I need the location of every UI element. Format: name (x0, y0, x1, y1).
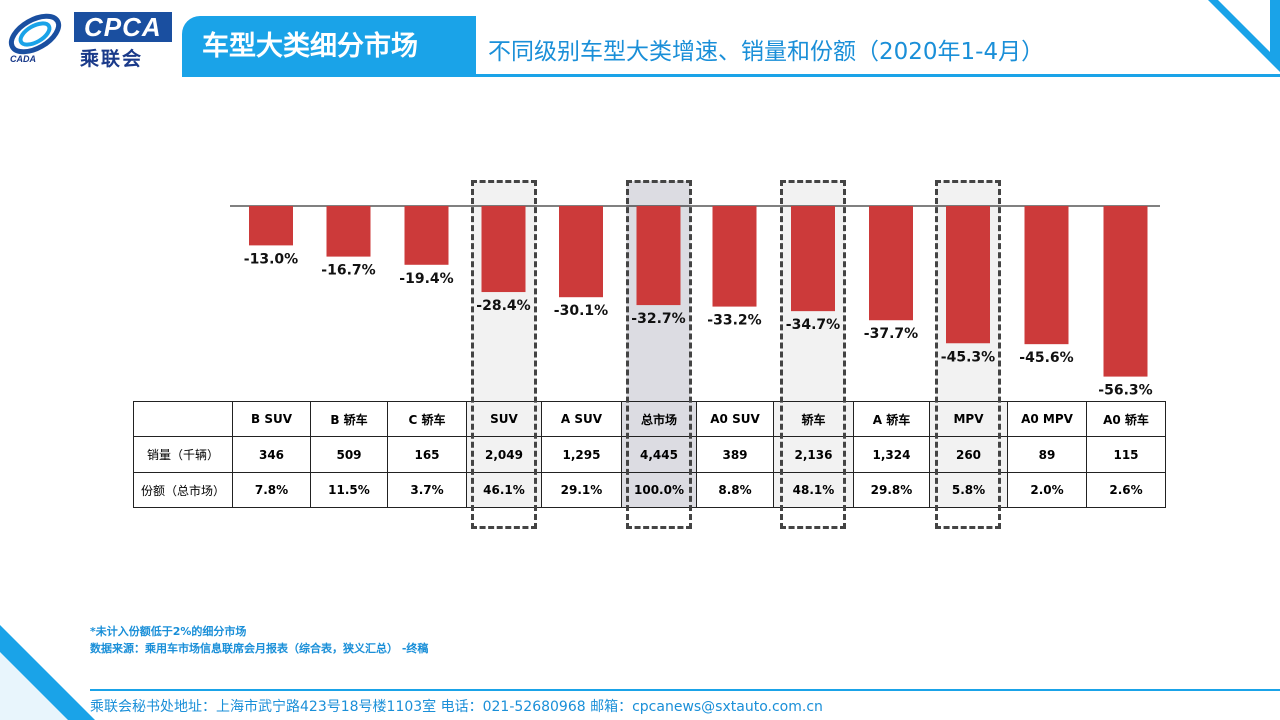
page-subtitle: 不同级别车型大类增速、销量和份额（2020年1-4月） (488, 39, 1045, 65)
header-divider (182, 74, 1280, 77)
table-header-cell: A 轿车 (853, 401, 930, 437)
table-header-cell: MPV (929, 401, 1008, 437)
bar-9 (946, 206, 990, 344)
table-cell: 4,445 (621, 436, 697, 473)
corner-decoration-top-right-inner (1218, 0, 1270, 52)
bar-0 (249, 206, 293, 246)
table-cell: 389 (696, 436, 774, 473)
table-cell: 5.8% (929, 472, 1008, 508)
data-label-2: -19.4% (399, 271, 453, 287)
data-label-1: -16.7% (321, 263, 375, 279)
table-row-label: 份额（总市场） (133, 472, 233, 508)
table-header-cell: A0 MPV (1007, 401, 1087, 437)
footnote-exclusion: *未计入份额低于2%的细分市场 (90, 625, 247, 638)
bar-11 (1103, 206, 1148, 377)
bar-7 (791, 206, 835, 312)
data-label-11: -56.3% (1098, 383, 1152, 399)
table-header-cell: 总市场 (621, 401, 697, 437)
bar-3 (481, 206, 526, 293)
table-cell: 2.6% (1086, 472, 1166, 508)
footer-contact: 乘联会秘书处地址：上海市武宁路423号18号楼1103室 电话：021-5268… (90, 699, 823, 715)
table-header-cell: C 轿车 (387, 401, 467, 437)
bar-4 (559, 206, 603, 298)
table-cell: 8.8% (696, 472, 774, 508)
table-cell: 29.8% (853, 472, 930, 508)
bar-1 (326, 206, 371, 257)
table-cell: 115 (1086, 436, 1166, 473)
bar-10 (1024, 206, 1069, 345)
table-header-cell: 轿车 (773, 401, 854, 437)
bar-8 (869, 206, 913, 321)
bar-5 (636, 206, 681, 306)
table-cell: 165 (387, 436, 467, 473)
table-cell: 260 (929, 436, 1008, 473)
table-cell: 46.1% (466, 472, 542, 508)
table-header-cell: B SUV (232, 401, 311, 437)
table-header-cell: A0 SUV (696, 401, 774, 437)
table-header-cell: A SUV (541, 401, 622, 437)
footer-divider (90, 689, 1280, 691)
table-cell: 3.7% (387, 472, 467, 508)
table-cell: 11.5% (310, 472, 388, 508)
table-header-cell: B 轿车 (310, 401, 388, 437)
footnote-source: 数据来源：乘用车市场信息联席会月报表（综合表，狭义汇总） -终稿 (90, 642, 429, 655)
table-row-label: 销量（千辆） (133, 436, 233, 473)
table-header-cell: SUV (466, 401, 542, 437)
table-cell: 2,049 (466, 436, 542, 473)
table-header-row: B SUV B 轿车 C 轿车 SUV A SUV 总市场 A0 SUV 轿车 A 轿车 MPV A… (133, 401, 1166, 437)
data-label-10: -45.6% (1019, 350, 1073, 366)
data-label-0: -13.0% (244, 251, 298, 267)
data-label-8: -37.7% (864, 326, 918, 342)
table-cell: 509 (310, 436, 388, 473)
table-row: 份额（总市场） 7.8% 11.5% 3.7% 46.1% 29.1% 100.0% 8.8%… (133, 472, 1166, 508)
swirl-logo-icon (8, 13, 62, 55)
table-cell: 2.0% (1007, 472, 1087, 508)
table-cell: 346 (232, 436, 311, 473)
data-label-3: -28.4% (476, 298, 530, 314)
data-label-5: -32.7% (631, 311, 685, 327)
table-corner-cell (133, 401, 233, 437)
table-cell: 7.8% (232, 472, 311, 508)
table-cell: 1,324 (853, 436, 930, 473)
table-cell: 100.0% (621, 472, 697, 508)
table-row: 销量（千辆） 346 509 165 2,049 1,295 4,445 389 2,136 1,… (133, 436, 1166, 473)
sales-share-table: B SUV B 轿车 C 轿车 SUV A SUV 总市场 A0 SUV 轿车 A 轿车 MPV A… (133, 401, 1166, 508)
table-cell: 2,136 (773, 436, 854, 473)
logo-sub-text: CADA (10, 54, 36, 64)
bar-2 (404, 206, 449, 265)
table-cell: 1,295 (541, 436, 622, 473)
table-cell: 48.1% (773, 472, 854, 508)
data-label-4: -30.1% (554, 303, 608, 319)
corner-decoration-bottom-left-inner (0, 652, 68, 720)
data-label-6: -33.2% (707, 313, 761, 329)
cpca-logo: CPCA 乘联会 CADA (4, 6, 176, 70)
data-label-7: -34.7% (786, 317, 840, 333)
data-label-9: -45.3% (941, 349, 995, 365)
logo-cpca-text: CPCA (74, 12, 172, 42)
table-cell: 89 (1007, 436, 1087, 473)
bar-6 (712, 206, 757, 307)
table-cell: 29.1% (541, 472, 622, 508)
page-title: 车型大类细分市场 (182, 16, 476, 74)
logo-chinese-text: 乘联会 (80, 48, 144, 70)
footnotes: *未计入份额低于2%的细分市场 数据来源：乘用车市场信息联席会月报表（综合表，狭… (90, 623, 428, 657)
table-header-cell: A0 轿车 (1086, 401, 1166, 437)
